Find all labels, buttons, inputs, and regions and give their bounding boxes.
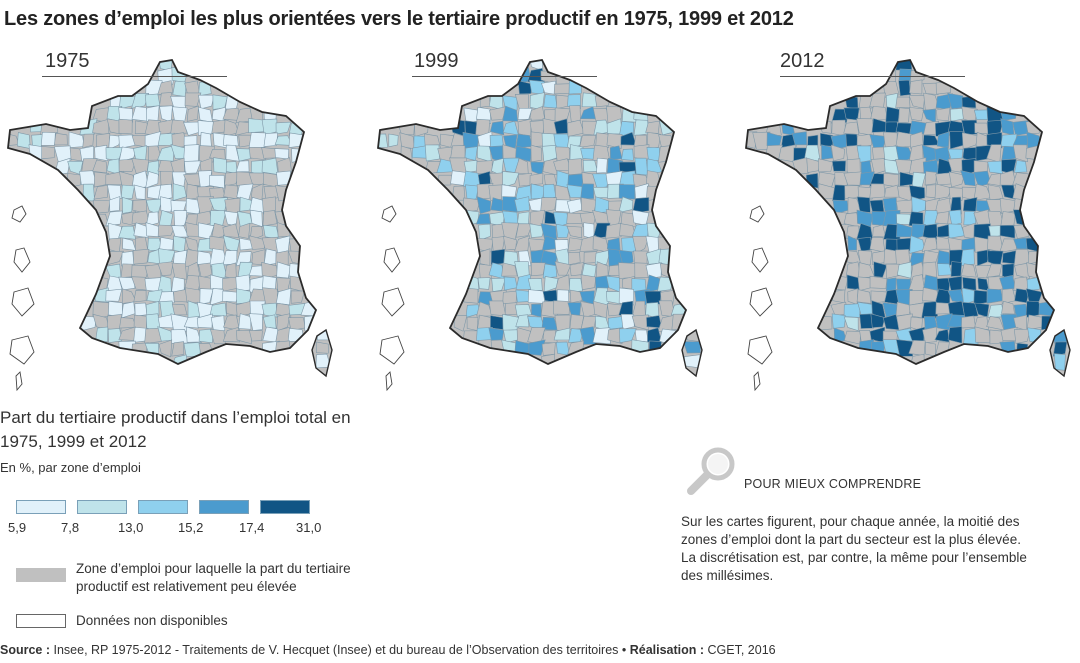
source-text: Insee, RP 1975-2012 - Traitements de V. … (50, 643, 630, 657)
legend-break: 31,0 (296, 520, 322, 535)
france-map (7, 59, 333, 392)
france-map (745, 59, 1071, 392)
no-data-swatch (16, 614, 66, 628)
france-map (377, 59, 703, 392)
legend-swatch-3 (138, 500, 188, 514)
legend-swatch-2 (77, 500, 127, 514)
legend-swatch-1 (16, 500, 66, 514)
note-text: Sur les cartes figurent, pour chaque ann… (681, 514, 1027, 583)
note-heading: POUR MIEUX COMPRENDRE (744, 477, 922, 491)
legend-break: 15,2 (178, 520, 204, 535)
year-rule (42, 76, 227, 77)
legend-break: 7,8 (61, 520, 80, 535)
legend-breaks: 5,9 7,8 13,0 15,2 17,4 31,0 (0, 520, 340, 538)
legend-swatch-4 (199, 500, 249, 514)
year-label-1999: 1999 (414, 50, 459, 72)
low-share-swatch (16, 568, 66, 582)
no-data-label: Données non disponibles (76, 613, 228, 628)
map-1999: 1999 (370, 50, 730, 395)
legend-unit: En %, par zone d’emploi (0, 460, 141, 475)
legend-break: 17,4 (239, 520, 265, 535)
year-rule (780, 76, 965, 77)
credit-label: Réalisation : (629, 643, 705, 657)
legend-break: 5,9 (8, 520, 27, 535)
legend-break: 13,0 (118, 520, 144, 535)
map-1975: 1975 (0, 50, 360, 395)
credit-text: CGET, 2016 (704, 643, 776, 657)
legend-title: Part du tertiaire productif dans l’emplo… (0, 408, 351, 451)
legend-swatches (16, 500, 310, 514)
legend-swatch-5 (260, 500, 310, 514)
source-line: Source : Insee, RP 1975-2012 - Traitemen… (0, 643, 776, 657)
page-title: Les zones d’emploi les plus orientées ve… (4, 8, 794, 30)
source-label: Source : (0, 643, 51, 657)
year-label-1975: 1975 (45, 50, 90, 72)
year-label-2012: 2012 (780, 50, 825, 72)
low-share-label: Zone d’emploi pour laquelle la part du t… (76, 561, 351, 594)
map-2012: 2012 (738, 50, 1080, 395)
year-rule (412, 76, 597, 77)
magnifier-icon (687, 447, 735, 495)
